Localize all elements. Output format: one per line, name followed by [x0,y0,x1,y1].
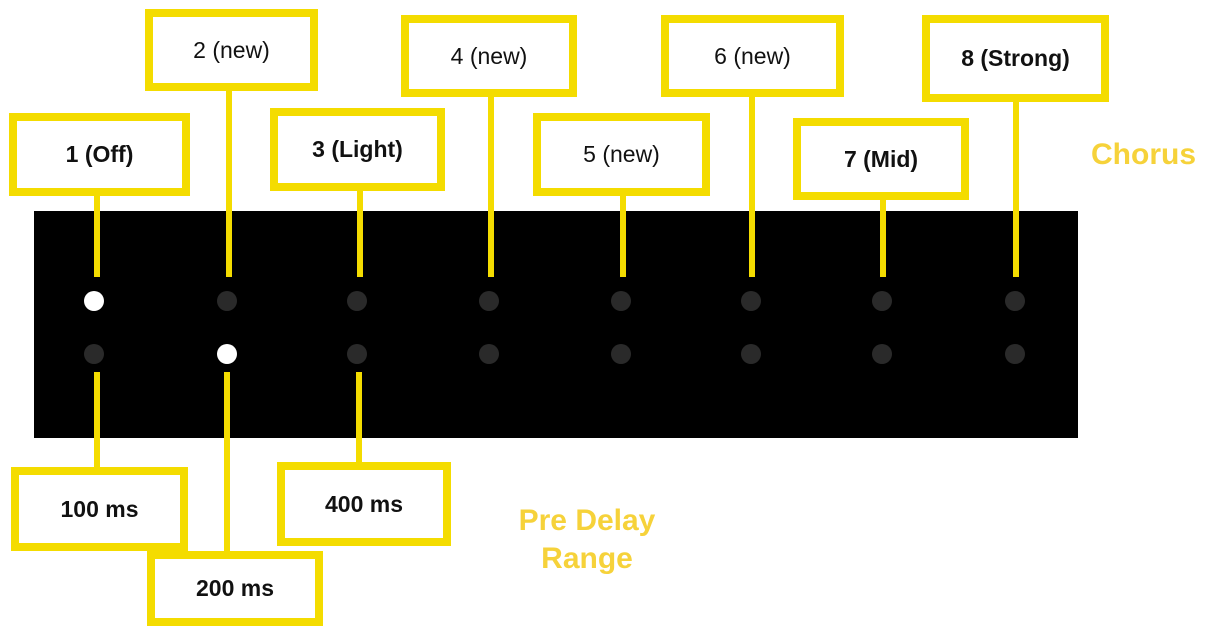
chorus-line-1 [94,190,100,277]
predelay-led-8 [1005,344,1025,364]
chorus-step-2-label: 2 (new) [145,9,318,91]
predelay-line-1 [94,372,100,472]
predelay-label-line1: Pre Delay [518,504,656,537]
predelay-section-label: Pre Delay Range [482,502,692,578]
predelay-line-2 [224,372,230,558]
predelay-step-1-label: 100 ms [11,467,188,551]
chorus-led-3 [347,291,367,311]
predelay-step-3-label: 400 ms [277,462,451,546]
chorus-led-1 [84,291,104,311]
chorus-line-8 [1013,97,1019,277]
predelay-led-4 [479,344,499,364]
predelay-led-5 [611,344,631,364]
chorus-step-7-label: 7 (Mid) [793,118,969,200]
predelay-led-3 [347,344,367,364]
chorus-line-2 [226,86,232,277]
chorus-line-4 [488,92,494,277]
predelay-led-1 [84,344,104,364]
chorus-step-6-label: 6 (new) [661,15,844,97]
chorus-step-8-label: 8 (Strong) [922,15,1109,102]
predelay-led-7 [872,344,892,364]
chorus-led-7 [872,291,892,311]
chorus-led-6 [741,291,761,311]
chorus-step-1-label: 1 (Off) [9,113,190,196]
chorus-step-3-label: 3 (Light) [270,108,445,191]
predelay-led-2 [217,344,237,364]
predelay-label-line2: Range [541,542,633,575]
chorus-led-2 [217,291,237,311]
chorus-led-8 [1005,291,1025,311]
chorus-led-4 [479,291,499,311]
chorus-led-5 [611,291,631,311]
device-panel [34,211,1078,438]
predelay-step-2-label: 200 ms [147,551,323,626]
chorus-line-5 [620,190,626,277]
chorus-line-3 [357,185,363,277]
predelay-led-6 [741,344,761,364]
chorus-step-4-label: 4 (new) [401,15,577,97]
chorus-step-5-label: 5 (new) [533,113,710,196]
predelay-line-3 [356,372,362,467]
chorus-line-7 [880,195,886,277]
chorus-section-label: Chorus [1091,138,1196,171]
chorus-line-6 [749,92,755,277]
